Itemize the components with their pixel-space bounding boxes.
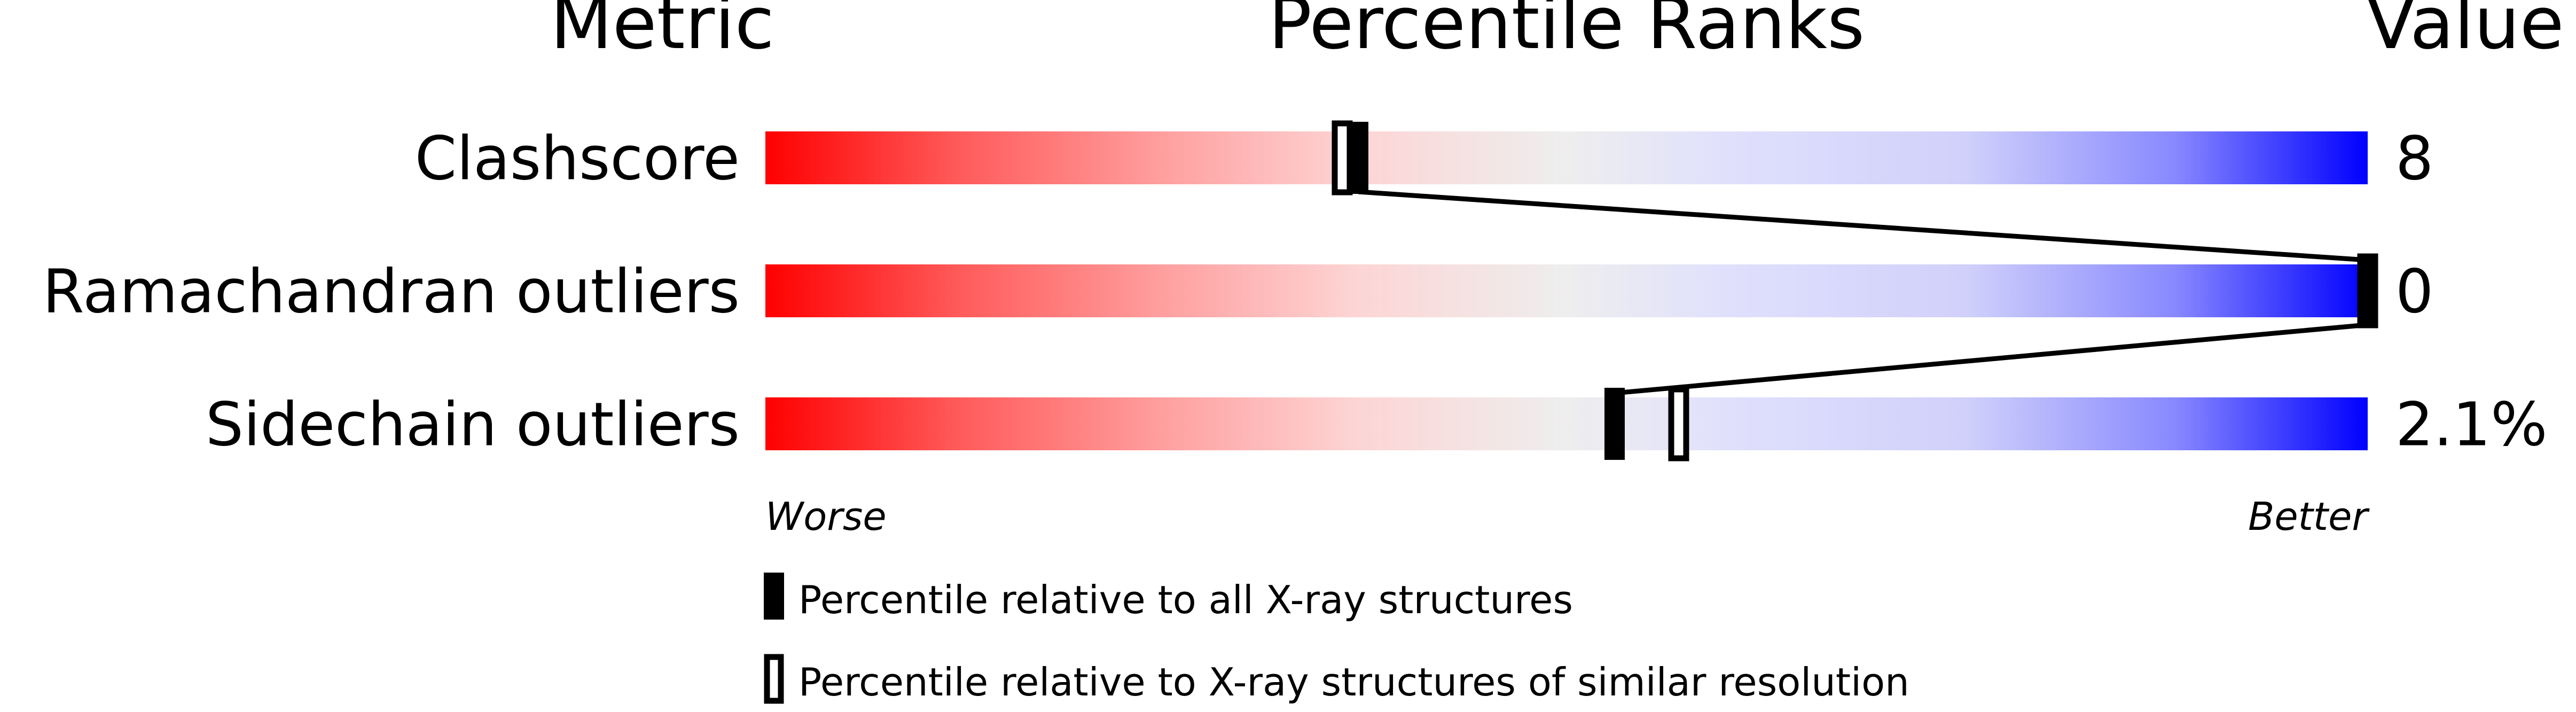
percentile-bar [765, 397, 2368, 450]
all-structures-marker [1348, 122, 1368, 194]
percentile-ranks-header: Percentile Ranks [1269, 0, 1865, 65]
value-header: Value [2366, 0, 2564, 65]
all-structures-marker [1604, 388, 1625, 460]
legend-similar-text: Percentile relative to X-ray structures … [798, 660, 1909, 705]
metric-label: Ramachandran outliers [43, 257, 740, 327]
all-structures-marker [2358, 255, 2378, 327]
metric-value: 0 [2395, 257, 2433, 327]
legend-similar-marker [764, 654, 784, 704]
similar-resolution-marker [1668, 386, 1689, 461]
connector-line [1358, 189, 2368, 263]
metric-header: Metric [550, 0, 774, 65]
legend-all-marker [764, 573, 784, 620]
worse-label: Worse [765, 494, 887, 539]
percentile-bar [765, 131, 2368, 184]
metric-label: Clashscore [415, 124, 740, 194]
similar-resolution-marker [1332, 120, 1353, 195]
percentile-bar [765, 264, 2368, 317]
connector-line [1614, 322, 2368, 396]
metric-value: 2.1% [2395, 390, 2548, 460]
legend-all-text: Percentile relative to all X-ray structu… [798, 577, 1573, 622]
metric-value: 8 [2395, 124, 2433, 194]
metric-label: Sidechain outliers [206, 390, 740, 460]
better-label: Better [2248, 494, 2370, 539]
